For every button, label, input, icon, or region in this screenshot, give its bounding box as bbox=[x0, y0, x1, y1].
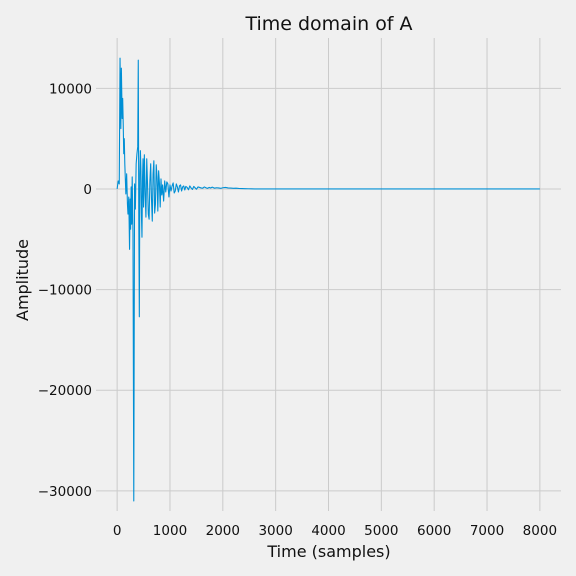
x-tick-label: 4000 bbox=[311, 523, 345, 539]
y-tick-label: −20000 bbox=[38, 383, 92, 399]
x-tick-label: 3000 bbox=[258, 523, 292, 539]
x-tick-label: 5000 bbox=[364, 523, 398, 539]
y-tick-label: 0 bbox=[83, 182, 92, 198]
y-axis-label: Amplitude bbox=[13, 239, 32, 321]
x-tick-label: 2000 bbox=[206, 523, 240, 539]
y-tick-label: 10000 bbox=[49, 81, 92, 97]
grid-lines bbox=[96, 38, 561, 511]
x-tick-label: 7000 bbox=[470, 523, 504, 539]
x-tick-label: 8000 bbox=[523, 523, 557, 539]
x-axis-label: Time (samples) bbox=[266, 542, 390, 561]
x-tick-label: 0 bbox=[113, 523, 122, 539]
x-tick-label: 1000 bbox=[153, 523, 187, 539]
x-tick-labels: 0 1000 2000 3000 4000 5000 6000 7000 8000 bbox=[113, 523, 557, 539]
series-line bbox=[116, 57, 540, 502]
y-tick-labels: −30000 −20000 −10000 0 10000 bbox=[38, 81, 92, 500]
x-tick-label: 6000 bbox=[417, 523, 451, 539]
y-tick-label: −30000 bbox=[38, 484, 92, 500]
chart-title: Time domain of A bbox=[244, 13, 412, 35]
y-tick-label: −10000 bbox=[38, 283, 92, 299]
